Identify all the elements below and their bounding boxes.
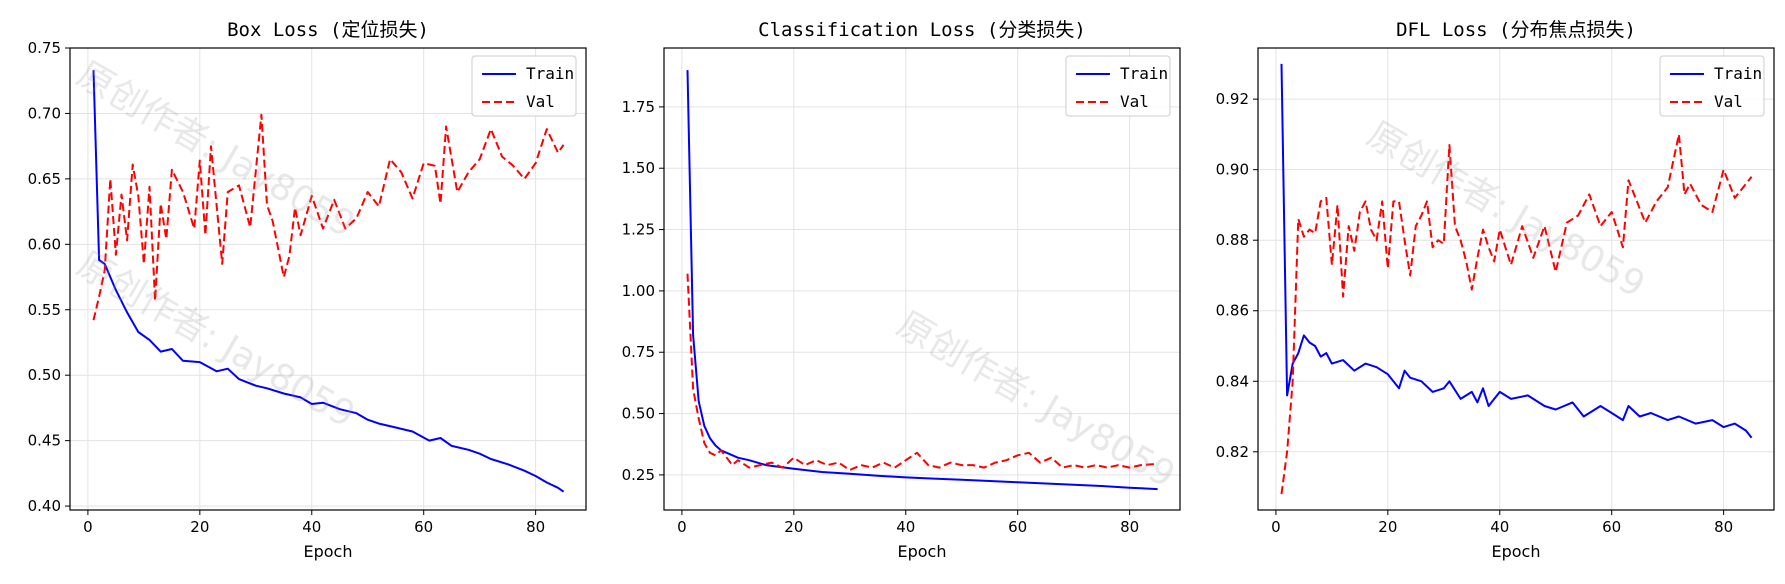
legend: Train Val — [471, 55, 577, 117]
chart-title: Classification Loss (分类损失) — [758, 19, 1086, 41]
series-group — [686, 70, 1158, 491]
y-tick-label: 1.25 — [622, 221, 655, 239]
y-tick-label: 1.75 — [622, 98, 655, 116]
x-tick-label: 80 — [1120, 518, 1139, 536]
y-tick-label: 0.92 — [1216, 90, 1249, 108]
x-tick-label: 40 — [1490, 518, 1509, 536]
x-tick-label: 0 — [83, 518, 93, 536]
y-tick-label: 0.75 — [28, 39, 61, 57]
y-tick-label: 0.25 — [622, 466, 655, 484]
x-tick-label: 20 — [784, 518, 803, 536]
watermark-text: 原创作者: Jay8059 — [70, 244, 362, 436]
y-tick-label: 0.50 — [28, 366, 61, 384]
x-tick-label: 80 — [1714, 518, 1733, 536]
y-tick-label: 0.88 — [1216, 231, 1249, 249]
y-tick-label: 0.55 — [28, 301, 61, 319]
x-tick-label: 60 — [1008, 518, 1027, 536]
chart-title: DFL Loss (分布焦点损失) — [1396, 19, 1636, 41]
x-tick-label: 20 — [190, 518, 209, 536]
legend-label-train: Train — [1714, 64, 1762, 83]
y-tick-label: 0.45 — [28, 432, 61, 450]
legend: Train Val — [1065, 55, 1171, 117]
x-tick-label: 80 — [526, 518, 545, 536]
y-tick-label: 0.65 — [28, 170, 61, 188]
y-tick-label: 0.60 — [28, 235, 61, 253]
x-tick-label: 40 — [302, 518, 321, 536]
x-tick-label: 40 — [896, 518, 915, 536]
x-tick-label: 0 — [677, 518, 687, 536]
series-line-train — [1280, 63, 1753, 439]
series-line-train — [686, 70, 1158, 491]
y-tick-label: 1.50 — [622, 159, 655, 177]
x-axis-label: Epoch — [1492, 542, 1541, 561]
x-tick-label: 60 — [1602, 518, 1621, 536]
y-tick-label: 0.84 — [1216, 372, 1249, 390]
legend-label-val: Val — [1120, 92, 1149, 111]
y-tick-label: 0.40 — [28, 497, 61, 515]
y-tick-label: 0.50 — [622, 405, 655, 423]
y-tick-label: 0.86 — [1216, 302, 1249, 320]
legend-label-train: Train — [1120, 64, 1168, 83]
y-tick-label: 1.00 — [622, 282, 655, 300]
legend: Train Val — [1659, 55, 1765, 117]
series-group — [1280, 63, 1753, 495]
plot-frame — [69, 47, 587, 511]
plot-frame — [663, 47, 1181, 511]
y-tick-label: 0.75 — [622, 343, 655, 361]
y-tick-label: 0.70 — [28, 104, 61, 122]
chart-panel-3: 0 20 40 60 80 0.82 0.84 0.86 0.88 0.90 0.92 DFL Los… — [1216, 19, 1775, 561]
chart-panel-2: 0 20 40 60 80 0.25 0.50 0.75 1.00 1.25 1.50 1.75 Cla… — [622, 19, 1181, 561]
x-axis-label: Epoch — [898, 542, 947, 561]
series-group — [92, 70, 565, 493]
series-line-train — [92, 70, 565, 493]
legend-label-val: Val — [1714, 92, 1743, 111]
y-tick-label: 0.90 — [1216, 161, 1249, 179]
chart-title: Box Loss (定位损失) — [227, 19, 429, 41]
y-tick-label: 0.82 — [1216, 443, 1249, 461]
legend-label-train: Train — [526, 64, 574, 83]
watermark-text: 原创作者: Jay8059 — [1360, 114, 1652, 306]
x-tick-label: 20 — [1378, 518, 1397, 536]
plot-frame — [1257, 47, 1775, 511]
chart-panel-1: 0 20 40 60 80 0.40 0.45 0.50 0.55 0.60 0.65 0.70 0.7… — [28, 19, 587, 561]
legend-label-val: Val — [526, 92, 555, 111]
series-line-val — [92, 113, 565, 321]
x-axis-label: Epoch — [304, 542, 353, 561]
series-line-val — [686, 273, 1158, 471]
series-line-val — [1280, 133, 1753, 495]
x-tick-label: 0 — [1271, 518, 1281, 536]
x-tick-label: 60 — [414, 518, 433, 536]
